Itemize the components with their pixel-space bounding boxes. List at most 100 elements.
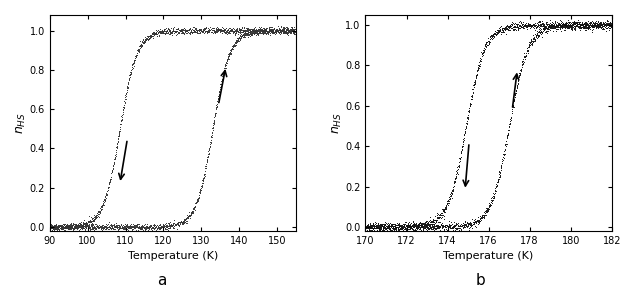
Point <box>589 23 599 27</box>
Point <box>428 218 438 222</box>
Point <box>606 23 616 28</box>
Point <box>86 222 96 226</box>
Point <box>411 225 422 230</box>
Point <box>567 23 577 28</box>
Point <box>199 176 209 180</box>
Point <box>442 228 452 233</box>
Point <box>564 24 574 28</box>
Point <box>246 33 256 37</box>
Point <box>238 28 248 32</box>
Point <box>409 222 419 226</box>
Point <box>122 225 132 230</box>
Point <box>176 29 186 34</box>
Point <box>435 214 445 219</box>
Point <box>568 22 578 27</box>
Point <box>166 29 176 34</box>
Point <box>182 221 192 225</box>
Point <box>446 225 456 230</box>
Point <box>441 206 451 211</box>
Point <box>455 228 466 233</box>
Point <box>104 225 114 230</box>
Point <box>161 31 171 36</box>
Point <box>86 225 97 230</box>
Point <box>265 27 275 32</box>
Point <box>163 225 174 230</box>
Point <box>99 198 109 203</box>
Point <box>453 164 464 168</box>
Point <box>569 19 579 24</box>
Point <box>400 226 410 230</box>
Point <box>67 222 77 227</box>
Point <box>491 33 501 37</box>
Point <box>432 225 442 230</box>
Point <box>532 23 542 28</box>
Point <box>114 226 124 231</box>
Point <box>394 228 404 232</box>
Point <box>118 224 128 229</box>
Point <box>155 223 165 228</box>
Point <box>497 26 508 31</box>
Point <box>587 22 597 27</box>
Point <box>265 25 275 29</box>
Point <box>279 26 289 31</box>
Point <box>522 24 532 29</box>
Point <box>228 47 238 52</box>
Point <box>558 24 568 29</box>
Point <box>65 224 75 228</box>
Point <box>577 21 587 26</box>
Point <box>383 225 393 230</box>
Point <box>210 114 220 118</box>
Point <box>73 223 83 227</box>
Point <box>370 225 380 230</box>
Point <box>230 43 240 48</box>
Point <box>127 64 137 69</box>
Point <box>266 28 277 33</box>
Point <box>149 223 160 228</box>
Point <box>529 37 539 42</box>
Point <box>510 26 520 31</box>
Point <box>162 28 172 33</box>
Point <box>487 35 497 40</box>
Point <box>126 225 136 230</box>
Point <box>502 26 512 31</box>
Point <box>272 27 282 32</box>
Point <box>431 225 441 230</box>
Point <box>438 224 448 228</box>
Point <box>564 22 574 27</box>
Point <box>387 225 398 230</box>
Point <box>581 24 591 29</box>
Point <box>258 29 268 33</box>
Point <box>544 20 555 25</box>
Point <box>231 38 241 43</box>
Point <box>269 27 279 32</box>
Point <box>424 223 434 228</box>
Point <box>441 203 451 207</box>
Point <box>84 222 94 227</box>
Point <box>494 176 504 181</box>
Point <box>86 222 96 227</box>
Point <box>505 120 515 125</box>
Point <box>223 55 233 60</box>
Point <box>218 71 228 76</box>
Point <box>424 222 434 227</box>
Point <box>512 22 522 27</box>
Point <box>508 22 518 27</box>
Point <box>251 28 261 32</box>
Point <box>381 226 391 231</box>
Point <box>57 223 67 228</box>
Point <box>182 28 192 33</box>
Point <box>513 22 523 26</box>
Point <box>543 24 553 28</box>
Point <box>252 31 263 35</box>
Point <box>525 43 535 48</box>
Point <box>84 223 94 228</box>
Point <box>211 26 221 30</box>
Point <box>467 95 477 100</box>
Point <box>73 222 83 227</box>
Point <box>152 227 162 232</box>
Point <box>186 211 197 215</box>
Point <box>153 225 163 230</box>
Point <box>186 211 197 216</box>
Point <box>473 219 483 224</box>
Point <box>285 27 295 32</box>
